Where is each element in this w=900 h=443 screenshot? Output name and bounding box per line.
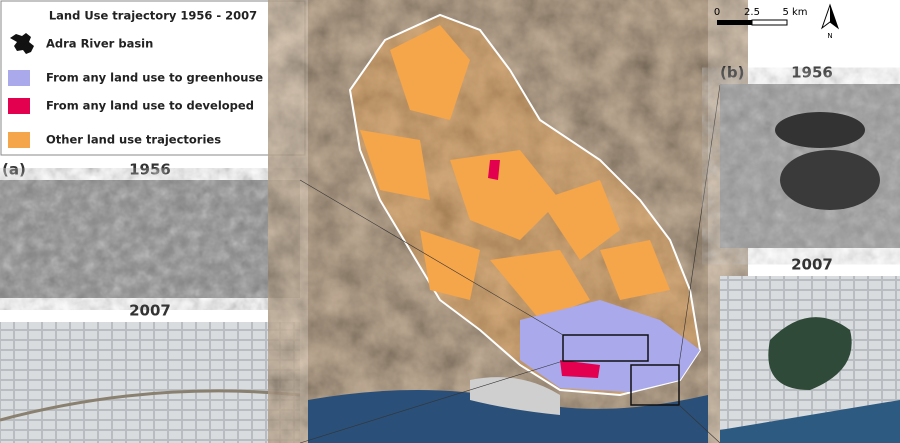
inset-box (630, 364, 680, 406)
scale-segment (751, 19, 788, 26)
sea (720, 400, 900, 443)
main-map (299, 0, 721, 443)
basin-icon (10, 33, 34, 54)
panel-year: 1956 (129, 161, 171, 179)
legend-label: Other land use trajectories (46, 133, 221, 147)
aerial-texture (0, 180, 300, 298)
legend-box (0, 0, 306, 156)
lagoon (775, 112, 865, 148)
panel-year: 2007 (129, 302, 171, 320)
sea (308, 390, 708, 443)
lagoon (768, 317, 852, 390)
panel-year: 2007 (791, 256, 833, 274)
north-label: N (827, 32, 832, 40)
legend-title: Land Use trajectory 1956 - 2007 (49, 9, 257, 23)
scale-segment (717, 20, 752, 25)
other-trajectory (360, 25, 670, 320)
town (470, 377, 560, 415)
legend-label: From any land use to greenhouse (46, 71, 263, 85)
panel-year: 1956 (791, 64, 833, 82)
north-arrow-half (830, 5, 838, 28)
road (0, 389, 301, 422)
legend-label: Adra River basin (46, 37, 153, 51)
scale-label: 0 (714, 7, 720, 18)
inset-leader (299, 360, 564, 443)
legend: Land Use trajectory 1956 - 2007 Adra Riv… (0, 0, 306, 156)
greenhouse-swatch (8, 70, 30, 86)
scale-bar: 0 2.5 5 km (714, 7, 808, 26)
lagoon (780, 150, 880, 210)
legend-label: From any land use to developed (46, 99, 254, 113)
inset-leader (678, 404, 721, 443)
inset-box (562, 334, 649, 362)
other-swatch (8, 132, 30, 148)
scale-label: 5 km (782, 7, 807, 18)
inset-leader (299, 179, 564, 336)
panel-tag: (b) (720, 64, 744, 82)
developed-swatch (8, 98, 30, 114)
inset-leader (678, 84, 721, 366)
scale-label: 2.5 (744, 7, 760, 18)
panel-tag: (a) (2, 161, 26, 179)
satellite-photo-2007 (0, 322, 300, 443)
